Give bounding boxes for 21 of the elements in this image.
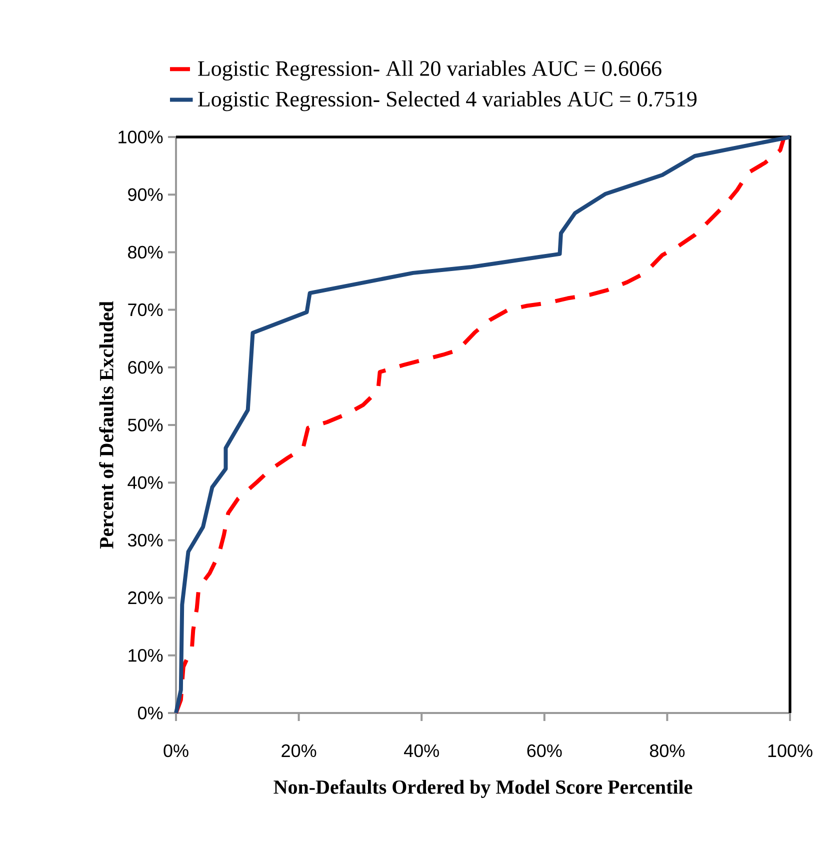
y-tick-label: 60%	[128, 361, 163, 374]
legend-label: Logistic Regression- All 20 variables AUC = 0.6066	[198, 60, 662, 81]
x-tick-label: 80%	[650, 744, 685, 758]
x-tick-label: 40%	[404, 744, 439, 758]
x-axis-title: Non-Defaults Ordered by Model Score Percentile	[274, 780, 692, 798]
y-tick-label: 20%	[128, 591, 163, 604]
legend-label: Logistic Regression- Selected 4 variables AUC = 0.7519	[198, 91, 697, 112]
y-tick-label: 100%	[118, 130, 163, 144]
y-tick-label: 80%	[128, 246, 163, 259]
x-tick-label: 100%	[768, 744, 812, 758]
y-tick-label: 10%	[128, 649, 163, 662]
x-tick-label: 60%	[527, 744, 562, 758]
y-tick-label: 90%	[128, 188, 163, 201]
y-tick-label: 0%	[138, 706, 163, 720]
y-tick-label: 40%	[128, 476, 163, 489]
x-tick-label: 20%	[282, 744, 316, 758]
y-tick-label: 50%	[128, 418, 163, 432]
y-tick-label: 70%	[128, 303, 163, 316]
x-tick-label: 0%	[164, 744, 188, 758]
y-axis-title: Percent of Defaults Excluded	[99, 301, 114, 549]
y-tick-label: 30%	[128, 534, 163, 547]
